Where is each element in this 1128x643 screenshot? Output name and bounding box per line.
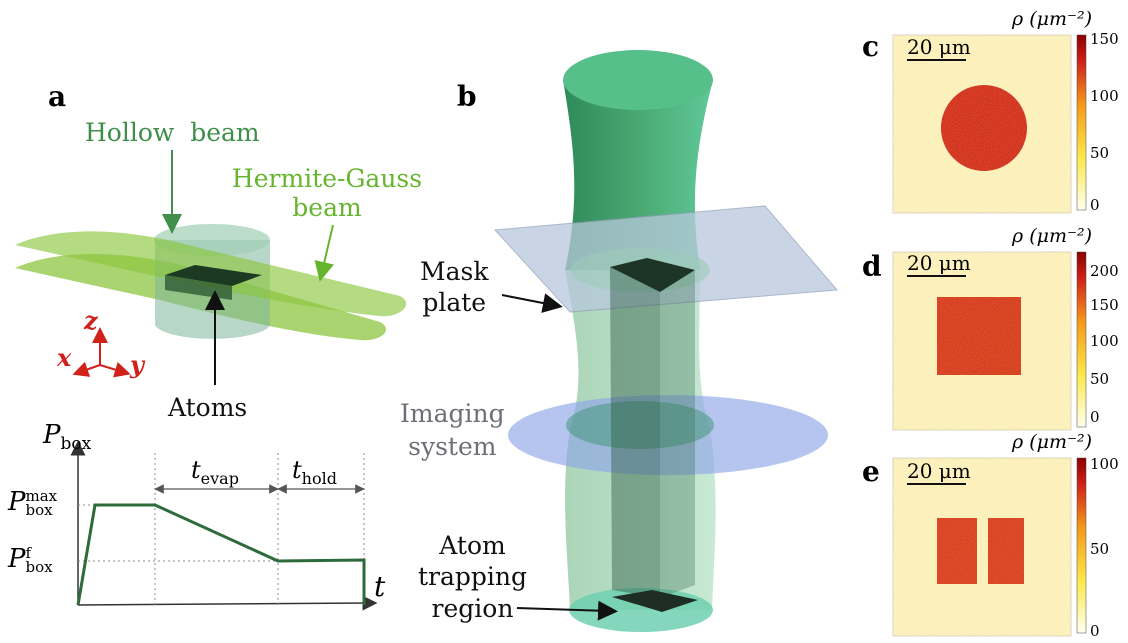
- mask-plate-line2: plate: [422, 288, 487, 318]
- ramp-curve: [76, 503, 366, 606]
- colorbar-c: [1076, 34, 1087, 211]
- imaging-system-label: Imaging system: [400, 398, 505, 463]
- panel-b-optical-diagram: [493, 50, 839, 632]
- hollow-beam-label: Hollow beam: [85, 118, 260, 147]
- density-images: [892, 34, 1087, 637]
- tick-d-50: 50: [1090, 370, 1110, 388]
- t-evap-label: tevap: [191, 456, 239, 488]
- scale-label-c: 20 μm: [907, 35, 971, 59]
- mask-plate-line1: Mask: [420, 257, 489, 286]
- imaging-line2: system: [408, 431, 497, 461]
- hermite-gauss-line1: Hermite-Gauss: [231, 164, 423, 193]
- atom-column: [610, 267, 660, 598]
- ramp-x-axis: [77, 595, 378, 611]
- tick-c-100: 100: [1090, 87, 1119, 105]
- scale-label-e: 20 μm: [907, 459, 971, 483]
- axis-triad: [72, 327, 131, 378]
- panel-label-b: b: [457, 80, 477, 113]
- atom-trap-box: [612, 590, 698, 612]
- ramp-y-axis-title-main: P: [43, 420, 61, 450]
- tick-d-150: 150: [1090, 296, 1119, 314]
- ramp-y-axis-title-sub: box: [60, 434, 92, 455]
- axis-y-label: y: [130, 350, 144, 379]
- tick-d-200: 200: [1090, 262, 1119, 280]
- panel-label-a: a: [48, 80, 67, 113]
- axis-z-label: z: [84, 306, 98, 335]
- scale-label-d: 20 μm: [907, 251, 971, 275]
- cbar-title-c: ρ (μm⁻²): [1012, 8, 1093, 30]
- tick-c-0: 0: [1090, 196, 1100, 214]
- t-hold-label-sub: hold: [301, 468, 337, 488]
- hermite-gauss-line2: beam: [292, 193, 362, 222]
- colorbar-e: [1076, 457, 1087, 634]
- upper-beam-top: [563, 50, 713, 110]
- trap-line1: Atom: [439, 531, 506, 560]
- pmax-label-sub: box: [25, 501, 53, 519]
- mask-plate-arrow: [501, 293, 563, 313]
- axis-x-label: x: [57, 343, 72, 372]
- tick-c-150: 150: [1090, 30, 1119, 48]
- t-hold-label: thold: [292, 456, 337, 488]
- tick-e-50: 50: [1090, 540, 1110, 558]
- cbar-title-e: ρ (μm⁻²): [1012, 431, 1093, 453]
- pmax-label-sup: max: [25, 487, 58, 505]
- mask-plate-label: Mask plate: [420, 256, 488, 319]
- t-evap-label-sub: evap: [200, 468, 239, 488]
- image-c: [892, 34, 1087, 214]
- image-e: [892, 457, 1087, 637]
- imaging-line1: Imaging: [400, 399, 505, 428]
- tick-d-0: 0: [1090, 408, 1100, 426]
- t-evap-label-main: t: [191, 456, 201, 484]
- hermite-gauss-arrow: [314, 224, 335, 282]
- mask-pattern: [610, 258, 695, 292]
- pmax-label-main: P: [8, 487, 26, 517]
- tick-c-50: 50: [1090, 144, 1110, 162]
- pf-label-sup: f: [25, 544, 32, 562]
- tick-e-0: 0: [1090, 622, 1100, 640]
- pf-label-main: P: [8, 544, 26, 574]
- tick-d-100: 100: [1090, 332, 1119, 350]
- power-ramp-plot: [70, 440, 378, 611]
- atom-column-side: [660, 270, 695, 598]
- panel-label-e: e: [862, 455, 880, 488]
- atoms-label: Atoms: [168, 393, 248, 422]
- cbar-title-d: ρ (μm⁻²): [1012, 225, 1093, 247]
- colorbar-d: [1076, 251, 1087, 428]
- trap-line3: region: [431, 593, 514, 623]
- ramp-y-axis-title: Pbox: [43, 420, 91, 454]
- panel-label-d: d: [862, 250, 882, 283]
- panel-a-beams-diagram: [15, 150, 407, 385]
- hermite-gauss-label: Hermite-Gauss beam: [222, 164, 432, 222]
- t-axis-label: t: [374, 570, 386, 603]
- pf-label-sub: box: [25, 558, 53, 576]
- image-d: [892, 251, 1087, 431]
- panel-label-c: c: [862, 30, 880, 63]
- atom-trapping-label: Atom trapping region: [418, 530, 527, 624]
- atoms-box: [165, 265, 262, 286]
- t-hold-label-main: t: [292, 456, 302, 484]
- trap-region-arrow: [516, 600, 618, 621]
- imaging-lens-inner: [566, 401, 714, 449]
- trap-line2: trapping: [418, 562, 528, 592]
- tick-e-100: 100: [1090, 455, 1119, 473]
